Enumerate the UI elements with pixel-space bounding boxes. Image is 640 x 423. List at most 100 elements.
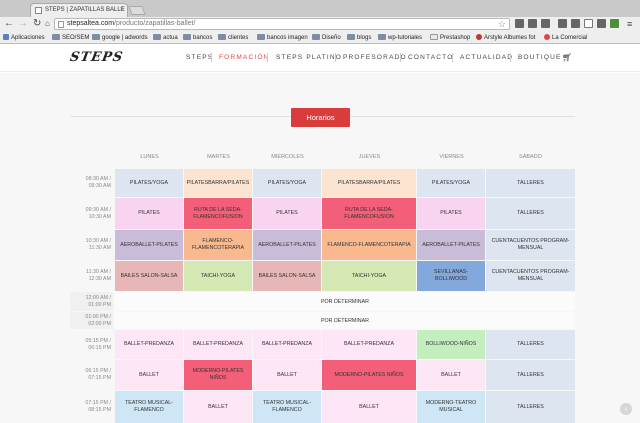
extension-icon[interactable] [610, 19, 619, 28]
bookmark-item[interactable]: wp-tutoriales [378, 34, 422, 41]
nav-contacto[interactable]: CONTACTO [408, 54, 454, 61]
schedule-cell: PILATES/YOGA [417, 169, 485, 197]
schedule-cell: RUTA DE LA SEDA-FLAMENCOFUSION [184, 198, 252, 229]
nav-divider [510, 53, 511, 62]
time-slot-label: 06:15 PM /07:15 PM [85, 368, 111, 381]
schedule-cell: BALLET [184, 391, 252, 423]
bookmark-item[interactable]: Aplicaciones [3, 34, 45, 41]
nav-divider [267, 53, 268, 62]
nav-formacion[interactable]: FORMACIÓN [219, 54, 270, 61]
schedule-cell: PILATES/YOGA [253, 169, 321, 197]
nav-actualidad[interactable]: ACTUALIDAD [460, 54, 514, 61]
close-tab-icon[interactable]: × [119, 6, 124, 13]
site-logo[interactable]: STEPS [68, 50, 125, 65]
schedule-cell: PILATES/YOGA [115, 169, 183, 197]
address-bar[interactable]: stepsaltea.com/producto/zapatillas-balle… [54, 18, 510, 30]
schedule-cell: SEVILLANAS-BOLLIWOOD [417, 261, 485, 291]
extension-icon[interactable] [558, 19, 567, 28]
schedule-cell: BALLET-PREDANZA [115, 330, 183, 359]
nav-steps-platino[interactable]: STEPS PLATINO [276, 54, 343, 61]
extension-window-icon[interactable] [584, 19, 593, 28]
schedule-cell: PILATES [253, 198, 321, 229]
schedule-cell: PILATESBARRA/PILATES [322, 169, 416, 197]
page-favicon-icon [35, 7, 42, 14]
schedule-cell: TALLERES [486, 360, 575, 390]
nav-divider [452, 53, 453, 62]
menu-icon[interactable]: ≡ [627, 19, 633, 29]
schedule-cell: FLAMENCO-FLAMENCOTERAPIA [322, 230, 416, 260]
url-path: /producto/zapatillas-ballet/ [114, 20, 196, 27]
time-slot-label: 12:00 AM /01:00 PM [70, 292, 113, 311]
schedule-cell: BOLLIWOOD-NIÑOS [417, 330, 485, 359]
schedule-cell: FLAMENCO-FLAMENCOTERAPIA [184, 230, 252, 260]
scroll-to-top-icon[interactable]: ‹ [620, 403, 632, 415]
bookmark-item[interactable]: Diseño [312, 34, 341, 41]
nav-divider [400, 53, 401, 62]
browser-tab[interactable]: STEPS | ZAPATILLAS BALLE × [30, 3, 128, 17]
nav-steps[interactable]: STEPS [186, 54, 214, 61]
schedule-cell: AEROBALLET-PILATES [253, 230, 321, 260]
extension-icon[interactable] [571, 19, 580, 28]
bookmark-item[interactable]: bancos imagen [257, 34, 308, 41]
bookmark-item[interactable]: Prestashop [430, 34, 470, 41]
new-tab-button[interactable] [128, 6, 146, 15]
schedule-cell: TALLERES [486, 330, 575, 359]
schedule-cell: BALLET-PREDANZA [322, 330, 416, 359]
time-slot-label: 07:15 PM /08:15 PM [85, 400, 111, 413]
site-header: STEPS STEPS FORMACIÓN STEPS PLATINO PROF… [0, 44, 640, 72]
schedule-cell: TAICHI-YOGA [184, 261, 252, 291]
schedule-cell: PILATES [417, 198, 485, 229]
bookmark-item[interactable]: La Comercial [544, 34, 587, 41]
url-host: stepsaltea.com [67, 20, 115, 27]
day-header: SÁBADO [519, 154, 542, 160]
back-icon[interactable]: ← [4, 18, 14, 29]
bookmark-item[interactable]: Arstyle Albumes fot [476, 34, 535, 41]
schedule-cell: BAILES SALON-SALSA [253, 261, 321, 291]
schedule-cell: BAILES SALON-SALSA [115, 261, 183, 291]
time-slot-label: 10:30 AM /11:30 AM [85, 238, 111, 251]
bookmark-item[interactable]: blogs [347, 34, 371, 41]
time-slot-label: 01:00 PM /02:00 PM [70, 312, 113, 329]
nav-profesorado[interactable]: PROFESORADO [343, 54, 407, 61]
horarios-button[interactable]: Horarios [291, 108, 350, 127]
day-header: MIERCOLES [271, 154, 304, 160]
bookmark-item[interactable]: actua [153, 34, 178, 41]
forward-icon[interactable]: → [18, 18, 28, 29]
bookmark-star-icon[interactable]: ☆ [497, 19, 506, 29]
home-icon[interactable]: ⌂ [45, 19, 50, 28]
schedule-cell: MODERNO-PILATES NIÑOS [184, 360, 252, 390]
bookmark-item[interactable]: SEO/SEM [52, 34, 89, 41]
extension-icon[interactable] [541, 19, 550, 28]
reload-icon[interactable]: ↻ [33, 18, 42, 29]
bookmark-item[interactable]: clientes [218, 34, 248, 41]
nav-divider [211, 53, 212, 62]
time-slot-label: 08:30 AM /09:30 AM [85, 176, 111, 189]
bookmark-item[interactable]: bancos [183, 34, 212, 41]
schedule-cell: BALLET [322, 391, 416, 423]
nav-boutique[interactable]: BOUTIQUE [518, 54, 562, 61]
schedule-cell: BALLET-PREDANZA [253, 330, 321, 359]
extension-icon[interactable] [528, 19, 537, 28]
schedule-cell: CUENTACUENTOS PROGRAM-MENSUAL [486, 261, 575, 291]
cart-icon[interactable]: 🛒︎ [562, 53, 573, 62]
schedule-cell: PILATESBARRA/PILATES [184, 169, 252, 197]
schedule-cell-wide: POR DETERMINAR [115, 312, 575, 329]
schedule-cell: MODERNO-PILATES NIÑOS [322, 360, 416, 390]
extension-mail-icon[interactable] [515, 19, 524, 28]
day-header: JUEVES [358, 154, 381, 160]
day-header: MARTES [207, 154, 230, 160]
nav-divider [335, 53, 336, 62]
browser-toolbar: ← → ↻ ⌂ stepsaltea.com/producto/zapatill… [0, 17, 640, 31]
schedule-cell: BALLET [417, 360, 485, 390]
bookmark-item[interactable]: google | adwords [92, 34, 148, 41]
schedule-cell: CUENTACUENTOS PROGRAM-MENSUAL [486, 230, 575, 260]
extension-icon[interactable] [597, 19, 606, 28]
web-page: STEPS STEPS FORMACIÓN STEPS PLATINO PROF… [0, 44, 640, 423]
schedule-cell: PILATES [115, 198, 183, 229]
tab-title: STEPS | ZAPATILLAS BALLE [45, 7, 125, 13]
schedule-cell: TAICHI-YOGA [322, 261, 416, 291]
schedule-cell: AEROBALLET-PILATES [115, 230, 183, 260]
time-slot-label: 05:15 PM /06:15 PM [85, 337, 111, 351]
browser-tab-strip: STEPS | ZAPATILLAS BALLE × [0, 0, 640, 17]
schedule-cell: TEATRO MUSICAL-FLAMENCO [115, 391, 183, 423]
